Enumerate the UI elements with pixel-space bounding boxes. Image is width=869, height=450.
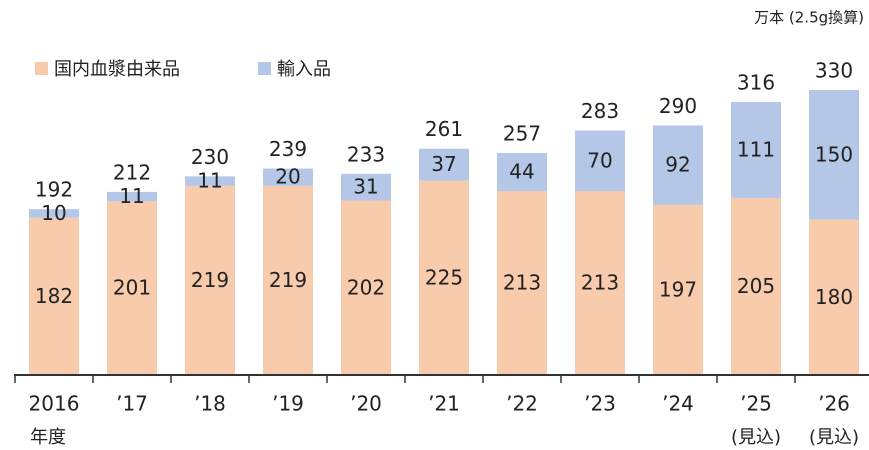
legend-label: 輸入品 [277,59,331,80]
bar-segment [575,130,625,192]
bar-segment [731,197,781,375]
bar-segment [497,153,547,192]
segment-label: 201 [113,276,151,300]
bar-segment [731,102,781,198]
segment-label: 225 [425,265,463,289]
bar-segment [653,125,703,205]
x-tick-label: 2016 [29,392,80,416]
x-tick-label: ’18 [194,392,226,416]
x-tick-note: (見込) [809,427,859,448]
bar-segment [575,191,625,375]
bar-segment [185,185,235,375]
segment-label: 11 [197,169,222,193]
segment-label: 182 [35,284,73,308]
segment-label: 202 [347,275,385,299]
bar-segment [497,191,547,375]
bar-segment [809,90,859,220]
x-tick-label: ’17 [116,392,148,416]
x-tick-label: ’26 [818,392,850,416]
segment-label: 92 [665,153,690,177]
total-label: 212 [113,160,151,184]
bar-segment [341,200,391,375]
segment-label: 10 [41,201,66,225]
total-label: 192 [35,178,73,202]
total-label: 230 [191,145,229,169]
segment-label: 20 [275,165,300,189]
segment-label: 150 [815,142,853,166]
segment-label: 70 [587,148,612,172]
segment-label: 11 [119,184,144,208]
x-tick-label: ’25 [740,392,772,416]
bar-segment [107,191,157,202]
x-tick-label: ’24 [662,392,694,416]
segment-label: 213 [581,271,619,295]
bar-segment [341,173,391,201]
total-label: 316 [737,71,775,95]
bar-segment [263,168,313,186]
segment-label: 205 [737,274,775,298]
total-label: 261 [425,117,463,141]
segment-label: 31 [353,175,378,199]
segment-label: 180 [815,285,853,309]
segment-label: 44 [509,160,534,184]
bar-segment [29,209,79,218]
legend-label: 国内血漿由来品 [54,59,180,80]
bar-segment [263,185,313,375]
x-tick-label: ’22 [506,392,538,416]
x-tick-note: (見込) [731,427,781,448]
total-label: 290 [659,94,697,118]
segment-label: 213 [503,271,541,295]
segment-label: 111 [737,138,775,162]
total-label: 233 [347,142,385,166]
total-label: 330 [815,59,853,83]
bar-segment [653,204,703,375]
x-tick-label: ’21 [428,392,460,416]
unit-label: 万本 (2.5g換算) [754,9,864,27]
bar-segment [419,180,469,375]
segment-label: 219 [191,268,229,292]
segment-label: 197 [659,277,697,301]
x-tick-label: ’19 [272,392,304,416]
bar-segment [419,148,469,181]
x-tick-label: ’20 [350,392,382,416]
bar-segment [185,176,235,186]
bar-segment [809,219,859,375]
bar-segment [29,217,79,375]
legend-swatch [35,62,48,75]
x-tick-note: 年度 [30,427,66,448]
bar-segment [107,201,157,375]
x-tick-label: ’23 [584,392,616,416]
segment-label: 219 [269,268,307,292]
segment-label: 37 [431,152,456,176]
total-label: 283 [581,99,619,123]
legend-swatch [258,62,271,75]
total-label: 257 [503,122,541,146]
total-label: 239 [269,137,307,161]
